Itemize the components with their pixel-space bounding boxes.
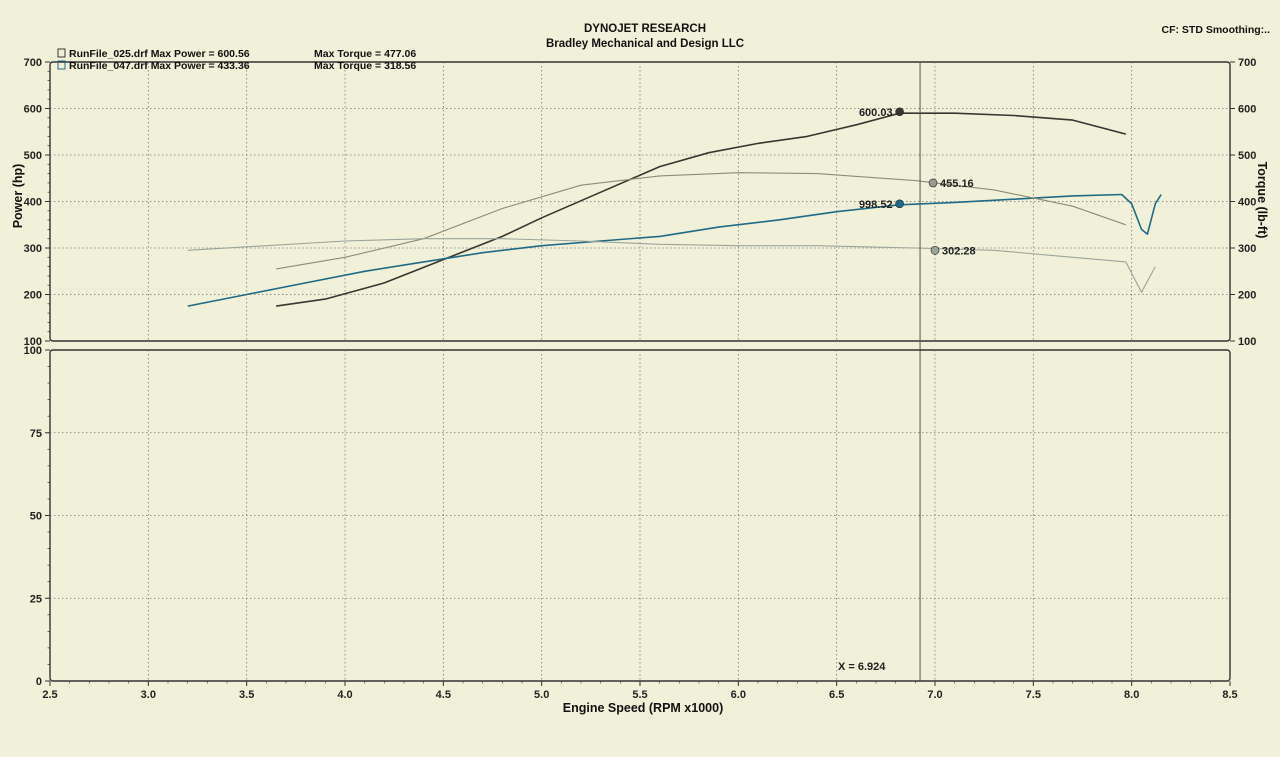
legend-entry-file-1: RunFile_047.drf Max Power = 433.36: [69, 60, 250, 72]
legend-entry-torque-0: Max Torque = 477.06: [314, 48, 416, 60]
xtick-label: 3.5: [239, 689, 254, 701]
series-line-0: [276, 112, 1127, 307]
legend-swatch-0: [57, 48, 66, 58]
bottom-panel: 100 75 50 25 0: [24, 345, 1231, 688]
top-ytick-right-label: 300: [1238, 243, 1256, 255]
bottom-ytick-label: 100: [24, 345, 42, 357]
top-ytick-right-label: 100: [1238, 336, 1256, 348]
xtick-label: 3.0: [141, 689, 156, 701]
top-ytick-right-label: 600: [1238, 104, 1256, 116]
top-ytick-right-label: 200: [1238, 290, 1256, 302]
top-ytick-right-label: 500: [1238, 150, 1256, 162]
legend-entry-torque-1: Max Torque = 318.56: [314, 60, 416, 72]
xtick-label: 2.5: [42, 689, 57, 701]
xtick-label: 4.5: [436, 689, 451, 701]
x-axis-title: Engine Speed (RPM x1000): [563, 701, 723, 715]
series-line-2: [276, 172, 1126, 270]
annotation-label-2: 998.52: [859, 199, 893, 211]
top-ytick-label: 400: [24, 197, 42, 209]
header-subtitle: Bradley Mechanical and Design LLC: [546, 38, 744, 50]
top-ytick-label: 200: [24, 290, 42, 302]
annotation-marker-1: [928, 178, 938, 188]
top-ytick-label: 600: [24, 104, 42, 116]
y-axis-right-title: Torque (lb-ft): [1255, 162, 1269, 239]
legend-entry-file-0: RunFile_025.drf Max Power = 600.56: [69, 48, 250, 60]
top-ytick-right-label: 700: [1238, 57, 1256, 69]
annotation-label-3: 302.28: [942, 245, 976, 257]
xtick-label: 4.0: [337, 689, 352, 701]
header-title: DYNOJET RESEARCH: [584, 23, 706, 35]
bottom-ytick-label: 0: [36, 676, 42, 688]
bottom-ytick-label: 25: [30, 593, 42, 605]
xtick-label: 7.0: [927, 689, 942, 701]
xtick-label: 6.5: [829, 689, 844, 701]
xtick-label: 5.0: [534, 689, 549, 701]
top-ytick-label: 700: [24, 57, 42, 69]
xtick-label: 8.0: [1124, 689, 1139, 701]
top-ytick-label: 500: [24, 150, 42, 162]
series-line-1: [187, 193, 1162, 307]
xtick-label: 5.5: [632, 689, 647, 701]
bottom-ytick-label: 75: [30, 428, 42, 440]
xtick-label: 7.5: [1026, 689, 1041, 701]
y-axis-left-title: Power (hp): [11, 164, 25, 229]
xtick-label: 6.0: [731, 689, 746, 701]
cursor-readout: X = 6.924: [838, 661, 886, 673]
header-correction-factor: CF: STD Smoothing:..: [1162, 24, 1271, 36]
annotation-marker-3: [930, 246, 940, 255]
legend-swatch-1: [57, 60, 66, 70]
top-ytick-label: 100: [24, 336, 42, 348]
top-ytick-label: 300: [24, 243, 42, 255]
series-line-3: [187, 238, 1156, 293]
annotation-label-1: 455.16: [940, 178, 974, 190]
x-axis: 2.5 3.0 3.5 4.0 4.5 5.0 5.5 6.0 6.5 7.0 7.5 8.0 8.5: [42, 681, 1238, 701]
xtick-label: 8.5: [1222, 689, 1237, 701]
bottom-ytick-label: 50: [30, 511, 42, 523]
top-panel: 700 600 500 400 300 200 100 700 600 500 400 300 200 1…: [24, 48, 1256, 681]
annotation-label-0: 600.03: [859, 107, 893, 119]
top-ytick-right-label: 400: [1238, 197, 1256, 209]
annotation-marker-2: [895, 199, 904, 209]
annotation-marker-0: [895, 107, 904, 117]
